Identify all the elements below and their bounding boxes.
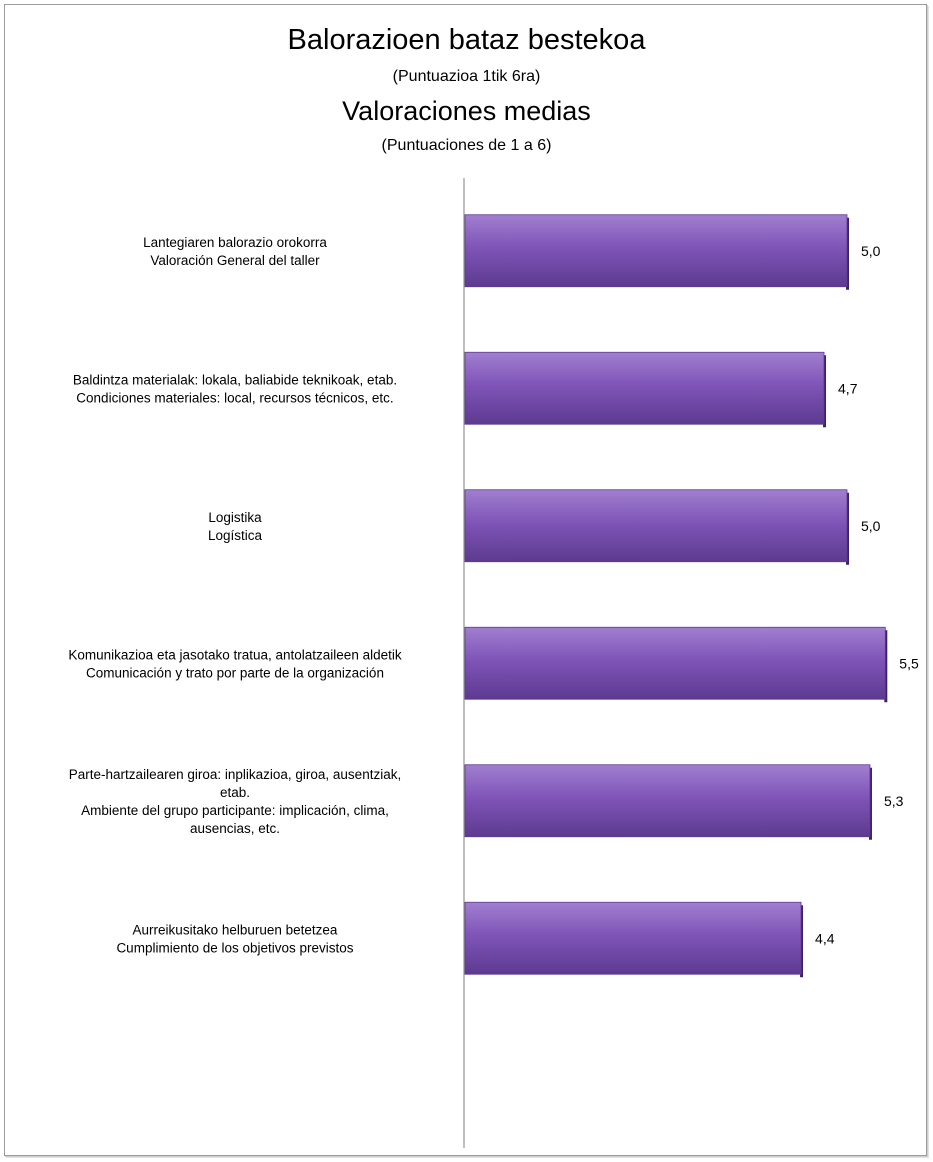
category-label-line: ausencias, etc. [190,821,280,836]
bar-shadow [884,630,888,703]
bar-group-2: 4,7 Baldintza materialak: lokala, baliabi… [73,351,858,428]
data-label: 5,0 [861,243,881,259]
data-label: 4,7 [838,380,858,396]
bar-group-4: 5,5 Komunikazioa eta jasotako tratua, ant… [68,626,919,703]
category-label-line: Logistika [208,510,262,525]
bar-group-3: 5,0 Logistika Logística [208,489,881,565]
category-label-line: Baldintza materialak: lokala, baliabide … [73,372,397,387]
category-label-line: Comunicación y trato por parte de la org… [86,665,384,680]
category-label: Lantegiaren balorazio orokorra Valoración… [143,235,327,268]
category-label-line: Aurreikusitako helburuen betetzea [133,922,338,937]
chart-title: Balorazioen bataz bestekoa [287,24,646,56]
category-label-line: Cumplimiento de los objetivos previstos [116,940,353,955]
category-label-line: Valoración General del taller [150,253,320,268]
category-label-line: Lantegiaren balorazio orokorra [143,235,327,250]
chart-subtitle: (Puntuazioa 1tik 6ra) [392,68,541,85]
bar-group-1: 5,0 Lantegiaren balorazio orokorra Valorac… [143,214,881,290]
bars-layer: 5,0 Lantegiaren balorazio orokorra Valorac… [68,214,919,978]
bar-shadow [868,767,872,840]
data-label: 4,4 [815,930,835,946]
category-label-line: Condiciones materiales: local, recursos … [76,390,393,405]
bar-group-6: 4,4 Aurreikusitako helburuen betetzea Cump… [116,901,835,978]
bar-shadow [823,355,827,428]
data-label: 5,0 [861,518,881,534]
category-label-line: etab. [220,785,250,800]
bar [464,489,848,563]
category-label: Baldintza materialak: lokala, baliabide … [73,372,397,405]
chart-subtitle-secondary: (Puntuaciones de 1 a 6) [381,137,552,154]
bar-shadow [846,492,849,565]
bar [464,764,871,838]
data-label: 5,5 [899,655,919,671]
category-label-line: Ambiente del grupo participante: implica… [81,803,389,818]
chart-title-secondary: Valoraciones medias [342,96,591,126]
bar [464,214,848,288]
bar-shadow [800,905,804,978]
bar [464,626,886,700]
bar-shadow [846,217,849,290]
bar [464,901,802,975]
category-label: Komunikazioa eta jasotako tratua, antola… [68,647,401,680]
bar-group-5: 5,3 Parte-hartzailearen giroa: inplikazio… [69,764,904,840]
category-label: Aurreikusitako helburuen betetzea Cumplim… [116,922,353,955]
category-label-line: Parte-hartzailearen giroa: inplikazioa, … [69,767,401,782]
category-label-line: Logística [208,528,263,543]
bar [464,351,825,425]
data-label: 5,3 [884,793,904,809]
category-label: Parte-hartzailearen giroa: inplikazioa, … [69,767,401,836]
category-label: Logistika Logística [208,510,263,543]
category-label-line: Komunikazioa eta jasotako tratua, antola… [68,647,401,662]
